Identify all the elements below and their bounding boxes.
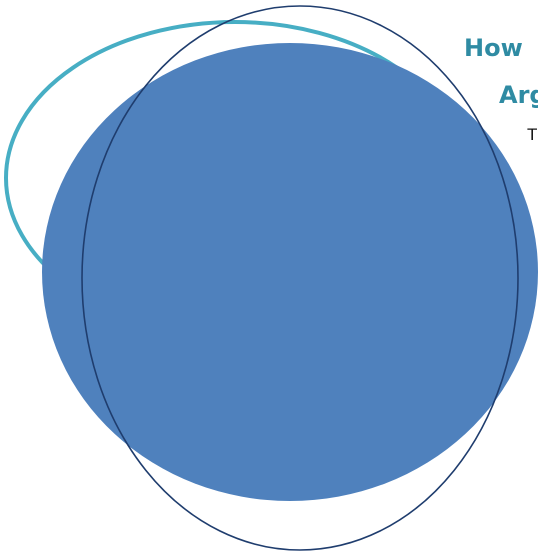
filled-blue-ellipse (42, 43, 538, 501)
heading-line-1: How (464, 34, 523, 62)
heading-line-2: Arg (499, 81, 538, 109)
navy-ellipse-outline (81, 5, 519, 551)
body-text: T (527, 125, 538, 144)
